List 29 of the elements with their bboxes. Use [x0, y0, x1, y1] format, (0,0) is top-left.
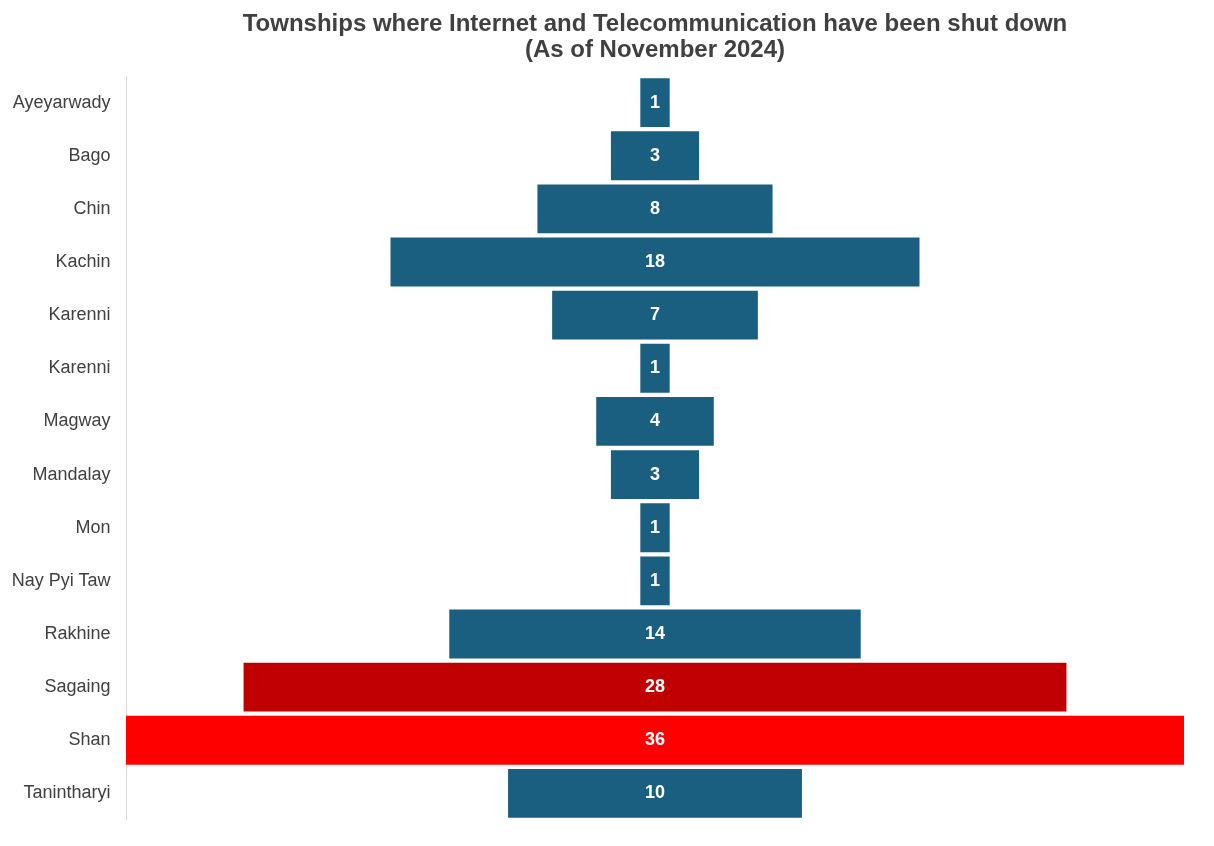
category-label: Karenni	[48, 304, 111, 325]
category-label: Ayeyarwady	[12, 91, 111, 112]
data-label: 18	[644, 251, 666, 271]
text: Townships where Internet and Telecommunication have been shut down (As of November 2024)	[242, 9, 1068, 62]
category-label: Magway	[43, 410, 111, 431]
data-label: 1	[649, 569, 661, 590]
data-label: 1	[649, 516, 661, 537]
category-label: Rakhine	[44, 623, 111, 643]
category-label: Sagaing	[44, 676, 111, 697]
category-label: Chin	[73, 197, 111, 218]
category-label: Karenni	[48, 357, 111, 378]
data-label: 14	[644, 623, 666, 643]
category-label: Bago	[68, 144, 111, 165]
data-label: 3	[649, 144, 661, 165]
category-label: Tanintharyi	[23, 782, 111, 803]
data-label: 28	[644, 676, 666, 697]
data-label: 4	[649, 410, 661, 431]
category-label: Shan	[68, 729, 111, 750]
data-label: 10	[644, 782, 666, 803]
data-label: 8	[649, 197, 661, 218]
category-label: Nay Pyi Taw	[11, 569, 112, 590]
data-label: 1	[649, 357, 661, 378]
category-label: Kachin	[55, 251, 111, 271]
category-label: Mandalay	[32, 463, 111, 484]
data-label: 36	[644, 729, 666, 750]
data-label: 7	[649, 304, 661, 325]
data-label: 3	[649, 463, 661, 484]
data-label: 1	[649, 91, 661, 112]
category-label: Mon	[75, 516, 111, 537]
